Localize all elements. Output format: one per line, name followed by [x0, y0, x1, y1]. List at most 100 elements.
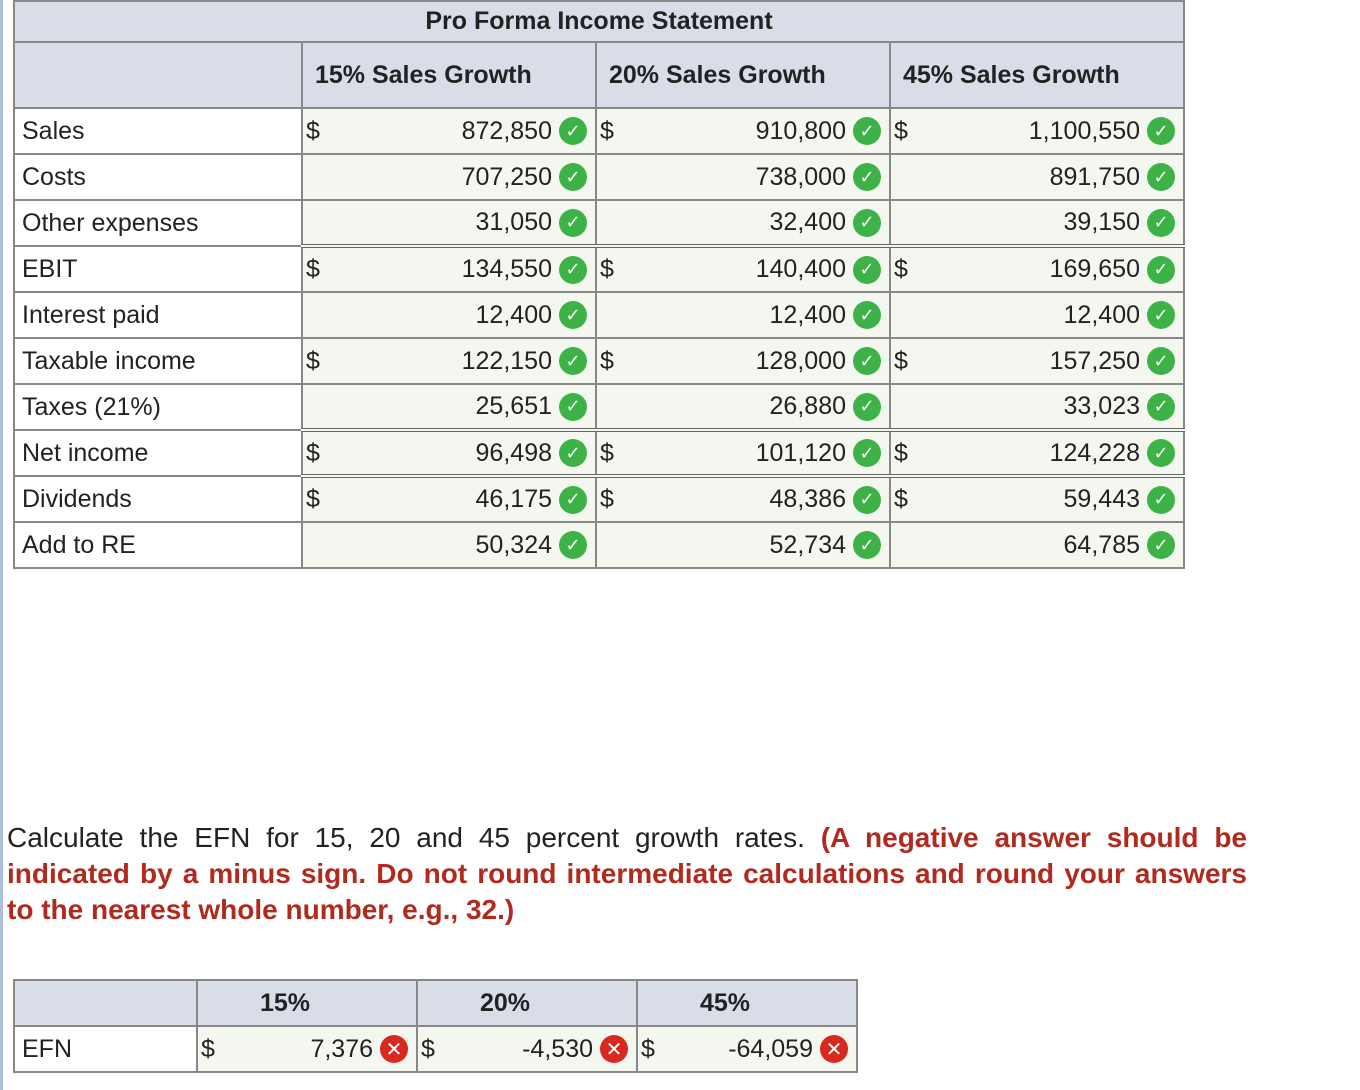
efn-answer-value[interactable]: -4,530: [522, 1034, 593, 1063]
answer-value[interactable]: 891,750: [1049, 162, 1140, 191]
dollar-sign: $: [600, 346, 614, 375]
x-circle-icon: ✕: [820, 1035, 848, 1063]
answer-cell[interactable]: $169,650 ✓: [890, 244, 1184, 293]
column-header: 20% Sales Growth: [596, 42, 891, 109]
answer-cell[interactable]: 891,750 ✓: [890, 154, 1184, 201]
answer-value[interactable]: 872,850: [461, 116, 552, 145]
answer-cell[interactable]: 26,880 ✓: [596, 384, 891, 431]
answer-value[interactable]: 140,400: [755, 255, 846, 283]
answer-cell[interactable]: $128,000 ✓: [596, 338, 891, 385]
answer-cell[interactable]: $59,443 ✓: [890, 474, 1184, 523]
table-row: Sales $872,850 ✓ $910,800 ✓ $1,100,550 ✓: [14, 108, 1184, 155]
answer-cell[interactable]: 31,050 ✓: [302, 200, 597, 247]
answer-value[interactable]: 48,386: [769, 485, 846, 513]
efn-table: 15% 20% 45% EFN $ 7,376 ✕ $ -4,530 ✕: [13, 979, 858, 1073]
answer-value[interactable]: 12,400: [1063, 300, 1140, 329]
answer-value[interactable]: 134,550: [461, 255, 552, 283]
answer-value[interactable]: 157,250: [1049, 346, 1140, 375]
question-prompt: Calculate the EFN for 15, 20 and 45 perc…: [7, 822, 805, 853]
check-circle-icon: ✓: [853, 208, 881, 237]
table-row: Taxes (21%) 25,651 ✓ 26,880 ✓ 33,023 ✓: [14, 384, 1184, 431]
dollar-sign: $: [600, 255, 614, 283]
answer-cell[interactable]: $157,250 ✓: [890, 338, 1184, 385]
answer-cell[interactable]: 32,400 ✓: [596, 200, 891, 247]
answer-cell[interactable]: $134,550 ✓: [302, 244, 597, 293]
answer-value[interactable]: 25,651: [475, 392, 552, 420]
answer-value[interactable]: 32,400: [769, 208, 846, 236]
check-circle-icon: ✓: [853, 531, 881, 559]
answer-cell[interactable]: $48,386 ✓: [596, 474, 891, 523]
answer-value[interactable]: 169,650: [1049, 255, 1140, 283]
answer-cell[interactable]: 738,000 ✓: [596, 154, 891, 201]
answer-value[interactable]: 738,000: [755, 162, 846, 191]
answer-cell[interactable]: 52,734 ✓: [596, 522, 891, 568]
dollar-sign: $: [306, 438, 320, 467]
answer-cell[interactable]: 12,400 ✓: [596, 292, 891, 339]
check-circle-icon: ✓: [853, 117, 881, 145]
check-circle-icon: ✓: [1147, 117, 1175, 145]
check-circle-icon: ✓: [559, 163, 587, 191]
answer-cell[interactable]: $124,228 ✓: [890, 428, 1184, 477]
answer-value[interactable]: 122,150: [461, 346, 552, 375]
answer-cell[interactable]: 12,400 ✓: [302, 292, 597, 339]
answer-value[interactable]: 31,050: [475, 208, 552, 236]
table-row: EBIT $134,550 ✓ $140,400 ✓ $169,650 ✓: [14, 244, 1184, 293]
answer-value[interactable]: 46,175: [475, 485, 552, 513]
check-circle-icon: ✓: [559, 439, 587, 467]
answer-cell[interactable]: 64,785 ✓: [890, 522, 1184, 568]
answer-value[interactable]: 910,800: [755, 116, 846, 145]
answer-cell[interactable]: 39,150 ✓: [890, 200, 1184, 247]
check-circle-icon: ✓: [559, 301, 587, 329]
table-row: Net income $96,498 ✓ $101,120 ✓ $124,228 ✓: [14, 428, 1184, 477]
answer-value[interactable]: 39,150: [1063, 208, 1140, 236]
efn-cell[interactable]: $ -64,059 ✕: [637, 1026, 857, 1072]
answer-cell[interactable]: $122,150 ✓: [302, 338, 597, 385]
answer-cell[interactable]: $101,120 ✓: [596, 428, 891, 477]
efn-column-header: 45%: [637, 980, 857, 1027]
answer-value[interactable]: 59,443: [1063, 485, 1140, 513]
check-circle-icon: ✓: [853, 347, 881, 375]
efn-answer-value[interactable]: 7,376: [310, 1034, 373, 1063]
dollar-sign: $: [306, 485, 320, 513]
answer-value[interactable]: 707,250: [461, 162, 552, 191]
row-label: Dividends: [14, 476, 303, 523]
answer-value[interactable]: 124,228: [1049, 438, 1140, 467]
answer-cell[interactable]: $96,498 ✓: [302, 428, 597, 477]
check-circle-icon: ✓: [853, 439, 881, 467]
check-circle-icon: ✓: [853, 163, 881, 191]
efn-answer-value[interactable]: -64,059: [728, 1034, 813, 1063]
answer-value[interactable]: 12,400: [475, 300, 552, 329]
efn-cell[interactable]: $ -4,530 ✕: [417, 1026, 638, 1072]
answer-value[interactable]: 12,400: [769, 300, 846, 329]
answer-cell[interactable]: 50,324 ✓: [302, 522, 597, 568]
answer-value[interactable]: 52,734: [769, 530, 846, 559]
dollar-sign: $: [306, 346, 320, 375]
answer-cell[interactable]: $46,175 ✓: [302, 474, 597, 523]
table-row: Dividends $46,175 ✓ $48,386 ✓ $59,443 ✓: [14, 474, 1184, 523]
answer-value[interactable]: 33,023: [1063, 392, 1140, 420]
check-circle-icon: ✓: [1147, 208, 1175, 237]
answer-cell[interactable]: $872,850 ✓: [302, 108, 597, 155]
answer-value[interactable]: 96,498: [475, 438, 552, 467]
dollar-sign: $: [201, 1034, 215, 1063]
answer-cell[interactable]: 33,023 ✓: [890, 384, 1184, 431]
answer-cell[interactable]: 707,250 ✓: [302, 154, 597, 201]
column-header: 15% Sales Growth: [302, 42, 597, 109]
answer-value[interactable]: 50,324: [475, 530, 552, 559]
answer-value[interactable]: 64,785: [1063, 530, 1140, 559]
answer-cell[interactable]: $140,400 ✓: [596, 244, 891, 293]
efn-row: EFN $ 7,376 ✕ $ -4,530 ✕ $ -64,059: [14, 1026, 857, 1072]
check-circle-icon: ✓: [853, 301, 881, 329]
efn-cell[interactable]: $ 7,376 ✕: [197, 1026, 418, 1072]
answer-value[interactable]: 1,100,550: [1028, 116, 1140, 145]
table-row: Costs 707,250 ✓ 738,000 ✓ 891,750 ✓: [14, 154, 1184, 201]
row-label: Add to RE: [14, 522, 303, 568]
answer-value[interactable]: 101,120: [755, 438, 846, 467]
answer-value[interactable]: 26,880: [769, 392, 846, 420]
answer-cell[interactable]: $1,100,550 ✓: [890, 108, 1184, 155]
answer-cell[interactable]: 12,400 ✓: [890, 292, 1184, 339]
answer-value[interactable]: 128,000: [755, 346, 846, 375]
answer-cell[interactable]: $910,800 ✓: [596, 108, 891, 155]
answer-cell[interactable]: 25,651 ✓: [302, 384, 597, 431]
check-circle-icon: ✓: [1147, 301, 1175, 329]
